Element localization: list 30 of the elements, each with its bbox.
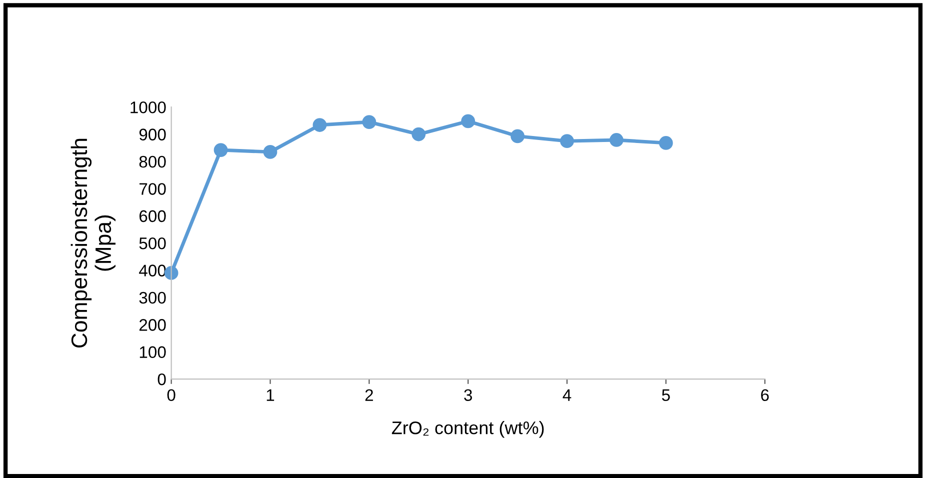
y-tick-label: 800 [139, 156, 166, 168]
y-tick-label: 1000 [130, 101, 166, 114]
y-tick-label: 200 [139, 319, 166, 331]
y-tick-label: 700 [140, 183, 166, 195]
y-tick-label: 600 [139, 210, 166, 222]
x-tick-label: 0 [167, 389, 176, 402]
y-tick-label: 0 [158, 373, 166, 386]
x-axis-title: ZrO₂ content (wt%) [392, 420, 544, 438]
y-tick-label: 100 [140, 346, 166, 358]
y-tick-label: 400 [139, 264, 166, 276]
x-tick-label: 5 [662, 389, 670, 402]
x-tick-label: 1 [266, 389, 274, 401]
x-tick-label: 6 [761, 389, 769, 402]
y-tick-label: 300 [139, 292, 166, 304]
x-tick-label: 4 [562, 389, 572, 401]
x-tick-label: 2 [365, 389, 373, 401]
point [214, 143, 228, 157]
point [560, 134, 574, 148]
point [263, 145, 278, 159]
point [510, 129, 524, 144]
x-tick-label: 3 [464, 389, 472, 402]
point [412, 127, 426, 142]
point [312, 118, 327, 132]
point [610, 133, 624, 147]
point [362, 115, 376, 129]
y-tick-label: 500 [139, 237, 166, 250]
point [659, 136, 673, 150]
point [461, 114, 476, 128]
y-axis-title: Comperssionsterngth (Mpa) [70, 138, 116, 348]
y-tick-label: 900 [139, 128, 166, 140]
